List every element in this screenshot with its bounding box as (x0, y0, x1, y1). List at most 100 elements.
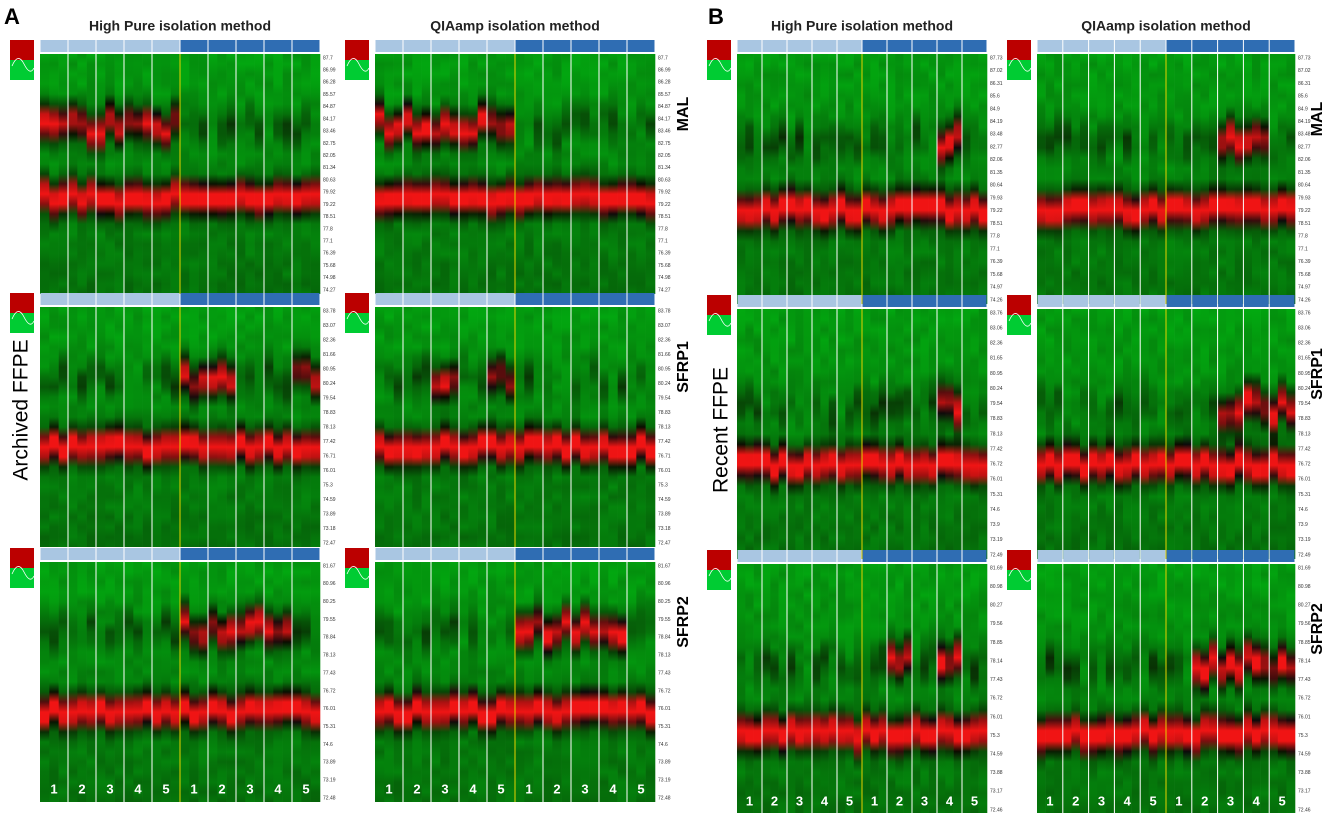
group-bar (738, 550, 762, 562)
y-tick-label: 82.36 (658, 337, 671, 343)
heat-column (133, 307, 143, 547)
group-bar (181, 548, 208, 560)
heat-column (412, 562, 422, 802)
heat-column (754, 54, 763, 304)
heat-column (105, 562, 115, 802)
heat-column (403, 562, 413, 802)
lane-number: 5 (162, 781, 169, 796)
heat-column (1080, 54, 1089, 304)
heat-column (1269, 309, 1278, 559)
heat-column (1183, 54, 1192, 304)
group-bar (1089, 550, 1114, 562)
lane-number: 2 (218, 781, 225, 796)
heat-column (1261, 54, 1270, 304)
y-tick-label: 79.54 (1298, 401, 1311, 407)
y-tick-label: 79.54 (990, 401, 1003, 407)
y-tick-label: 80.27 (990, 603, 1003, 609)
y-tick-label: 87.73 (990, 55, 1003, 61)
legend-icon (707, 295, 731, 335)
heat-column (264, 562, 274, 802)
heat-column (745, 564, 754, 813)
heat-column (1106, 54, 1115, 304)
heat-column (870, 564, 879, 813)
heat-column (580, 54, 590, 294)
y-tick-label: 79.54 (323, 395, 336, 401)
group-bar (1063, 295, 1088, 307)
y-tick-label: 80.95 (658, 366, 671, 372)
heat-column (283, 54, 293, 294)
group-bar (1141, 40, 1166, 52)
y-tick-label: 79.22 (323, 202, 336, 208)
y-tick-label: 80.25 (323, 599, 336, 605)
y-tick-label: 86.99 (658, 68, 671, 74)
legend-icon (10, 293, 34, 333)
group-bar (738, 40, 762, 52)
heat-column (77, 562, 87, 802)
legend-swatch (1007, 295, 1031, 315)
group-bar (376, 40, 403, 52)
lane-number: 4 (946, 793, 954, 808)
heat-column (1063, 564, 1072, 813)
heat-column (590, 307, 600, 547)
heat-column (227, 562, 237, 802)
heat-column (217, 562, 227, 802)
heat-column (937, 309, 946, 559)
heat-column (496, 54, 506, 294)
group-bar (1270, 550, 1295, 562)
group-bar (788, 295, 812, 307)
y-tick-label: 83.46 (658, 129, 671, 135)
heat-column (283, 307, 293, 547)
group-bar (404, 548, 431, 560)
heat-column (627, 307, 637, 547)
heat-column (199, 562, 209, 802)
group-bar (265, 293, 292, 305)
group-bar (788, 550, 812, 562)
y-tick-label: 84.87 (323, 104, 336, 110)
heat-column (487, 54, 497, 294)
heat-column (945, 564, 954, 813)
heat-column (1037, 54, 1046, 304)
y-tick-label: 82.06 (1298, 157, 1311, 163)
heat-column (562, 562, 572, 802)
heat-column (552, 307, 562, 547)
y-tick-label: 81.65 (990, 356, 1003, 362)
group-bar (153, 40, 180, 52)
group-bar (838, 40, 862, 52)
y-tick-label: 75.3 (990, 733, 1000, 739)
heat-column (1261, 564, 1270, 813)
lane-number: 4 (609, 781, 617, 796)
heat-column (636, 562, 646, 802)
group-bar (863, 40, 887, 52)
heat-column (627, 54, 637, 294)
heat-column (829, 564, 838, 813)
y-tick-label: 79.93 (990, 195, 1003, 201)
method-title: High Pure isolation method (89, 18, 271, 34)
heat-column (515, 307, 525, 547)
y-tick-label: 73.88 (990, 770, 1003, 776)
heat-column (1235, 564, 1244, 813)
y-tick-label: 84.9 (990, 106, 1000, 112)
heat-column (1063, 309, 1072, 559)
heat-column (375, 54, 385, 294)
heat-column (124, 562, 134, 802)
legend-icon (345, 293, 369, 333)
y-tick-label: 74.6 (658, 742, 668, 748)
legend-swatch (10, 293, 34, 313)
heat-column (912, 309, 921, 559)
group-bar (293, 293, 320, 305)
group-bar (460, 548, 487, 560)
group-bar (209, 293, 236, 305)
y-tick-label: 87.7 (658, 55, 668, 61)
heat-column (311, 307, 321, 547)
y-tick-label: 82.05 (658, 153, 671, 159)
y-tick-label: 87.73 (1298, 55, 1311, 61)
lane-number: 2 (78, 781, 85, 796)
heat-column (227, 54, 237, 294)
heat-column (1175, 309, 1184, 559)
y-tick-label: 79.22 (990, 208, 1003, 214)
group-bar (963, 295, 987, 307)
heat-column (394, 54, 404, 294)
heat-column (795, 564, 804, 813)
heat-column (478, 307, 488, 547)
heat-column (954, 564, 963, 813)
